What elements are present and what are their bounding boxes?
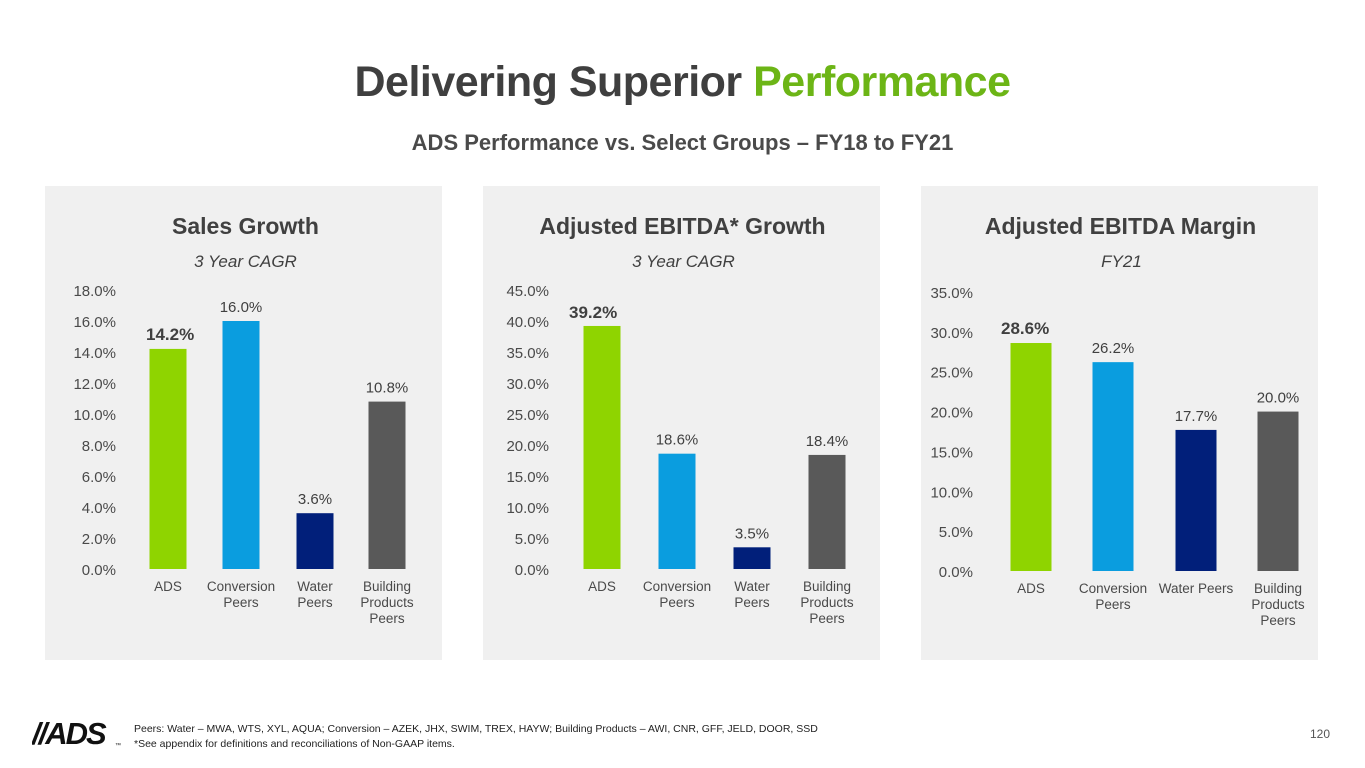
x-tick-label: Products (360, 595, 414, 610)
y-tick-label: 4.0% (82, 500, 116, 517)
y-tick-label: 10.0% (73, 407, 116, 424)
y-tick-label: 35.0% (506, 345, 549, 362)
chart-panel-ebitda-growth: Adjusted EBITDA* Growth 3 Year CAGR 0.0% 5.… (483, 186, 880, 660)
x-tick-label: Peers (809, 611, 845, 626)
data-label: 28.6% (1001, 319, 1049, 338)
title-accent: Performance (753, 58, 1011, 106)
x-tick-label: ADS (588, 579, 616, 594)
data-label: 16.0% (220, 299, 263, 316)
chart-panel-ebitda-margin: Adjusted EBITDA Margin FY21 0.0% 5.0% 10.0% 1… (921, 186, 1318, 660)
page-subtitle: ADS Performance vs. Select Groups – FY18… (411, 130, 954, 155)
bar-water-peers (296, 513, 334, 569)
chart-title: Adjusted EBITDA* Growth (539, 213, 825, 239)
x-tick-label: Products (800, 595, 854, 610)
y-tick-label: 10.0% (930, 484, 973, 501)
y-tick-label: 45.0% (506, 283, 549, 300)
bar-building-products-peers (808, 454, 846, 569)
y-tick-label: 8.0% (82, 438, 116, 455)
data-label: 39.2% (569, 303, 617, 322)
x-tick-label: Peers (297, 595, 333, 610)
y-tick-label: 15.0% (930, 444, 973, 461)
y-tick-label: 0.0% (939, 564, 973, 581)
y-tick-label: 20.0% (506, 438, 549, 455)
x-tick-label: Peers (1095, 597, 1131, 612)
data-label: 20.0% (1257, 390, 1300, 407)
page-title: Delivering Superior Performance (0, 58, 1365, 107)
x-tick-label: ADS (1017, 581, 1045, 596)
x-tick-label: Building (803, 579, 851, 594)
footnote: Peers: Water – MWA, WTS, XYL, AQUA; Conv… (134, 722, 818, 752)
x-tick-label: Peers (734, 595, 770, 610)
data-label: 14.2% (146, 325, 194, 344)
ads-logo-text: //ADS (32, 716, 107, 750)
y-tick-label: 15.0% (506, 469, 549, 486)
data-label: 10.8% (366, 380, 409, 397)
data-label: 18.6% (656, 432, 699, 449)
bar-conversion-peers (1092, 362, 1134, 571)
data-label: 3.6% (298, 491, 332, 508)
bar-water-peers (733, 547, 771, 569)
x-tick-label: Peers (1260, 613, 1296, 628)
bar-water-peers (1175, 429, 1217, 571)
title-main: Delivering Superior (354, 58, 742, 106)
bar-conversion-peers (658, 453, 696, 569)
chart-subtitle: FY21 (1101, 252, 1142, 271)
y-tick-label: 0.0% (82, 562, 116, 579)
y-tick-label: 5.0% (939, 524, 973, 541)
chart-title: Adjusted EBITDA Margin (985, 213, 1256, 239)
bar-building-products-peers (368, 401, 406, 569)
chart-subtitle: 3 Year CAGR (194, 252, 297, 271)
ebitda-margin-chart: Adjusted EBITDA Margin FY21 0.0% 5.0% 10.0% 1… (930, 213, 1305, 628)
y-tick-label: 20.0% (930, 405, 973, 422)
chart-subtitle: 3 Year CAGR (632, 252, 735, 271)
data-label: 17.7% (1175, 408, 1218, 425)
y-tick-label: 25.0% (930, 365, 973, 382)
x-tick-label: Building (363, 579, 411, 594)
x-tick-label: Building (1254, 581, 1302, 596)
chart-title: Sales Growth (172, 213, 319, 239)
sales-growth-chart: Sales Growth 3 Year CAGR 0.0% 2.0% 4.0% 6.0% 8… (73, 213, 414, 626)
bar-conversion-peers (222, 321, 260, 569)
y-tick-label: 25.0% (506, 407, 549, 424)
x-tick-label: Peers (369, 611, 405, 626)
footnote-non-gaap: *See appendix for definitions and reconc… (134, 738, 455, 750)
bar-ads (583, 325, 621, 569)
x-tick-label: Peers (223, 595, 259, 610)
y-tick-label: 30.0% (506, 376, 549, 393)
bar-ads (1010, 343, 1052, 571)
y-tick-label: 5.0% (515, 531, 549, 548)
y-tick-label: 2.0% (82, 531, 116, 548)
y-tick-label: 30.0% (930, 325, 973, 342)
page-number: 120 (1309, 727, 1330, 741)
footnote-peers: Peers: Water – MWA, WTS, XYL, AQUA; Conv… (134, 723, 818, 735)
chart-panel-sales-growth: Sales Growth 3 Year CAGR 0.0% 2.0% 4.0% 6.0% 8… (45, 186, 442, 660)
bar-building-products-peers (1257, 411, 1299, 571)
y-tick-label: 0.0% (515, 562, 549, 579)
x-tick-label: Water Peers (1159, 581, 1234, 596)
x-tick-label: Water (734, 579, 770, 594)
x-tick-label: Conversion (207, 579, 275, 594)
x-tick-label: Peers (659, 595, 695, 610)
y-tick-label: 40.0% (506, 314, 549, 331)
bar-ads (149, 348, 187, 569)
ebitda-growth-chart: Adjusted EBITDA* Growth 3 Year CAGR 0.0% 5.… (506, 213, 854, 626)
y-tick-label: 14.0% (73, 345, 116, 362)
data-label: 26.2% (1092, 340, 1135, 357)
x-tick-label: Products (1251, 597, 1305, 612)
x-tick-label: Conversion (643, 579, 711, 594)
y-tick-label: 12.0% (73, 376, 116, 393)
y-tick-label: 10.0% (506, 500, 549, 517)
y-tick-label: 35.0% (930, 285, 973, 302)
ads-logo-trademark: ™ (115, 742, 121, 749)
x-tick-label: Water (297, 579, 333, 594)
y-tick-label: 18.0% (73, 283, 116, 300)
y-tick-label: 6.0% (82, 469, 116, 486)
x-tick-label: ADS (154, 579, 182, 594)
x-tick-label: Conversion (1079, 581, 1147, 596)
data-label: 18.4% (806, 433, 849, 450)
ads-logo: //ADS ™ (32, 716, 121, 750)
data-label: 3.5% (735, 525, 769, 542)
y-tick-label: 16.0% (73, 314, 116, 331)
